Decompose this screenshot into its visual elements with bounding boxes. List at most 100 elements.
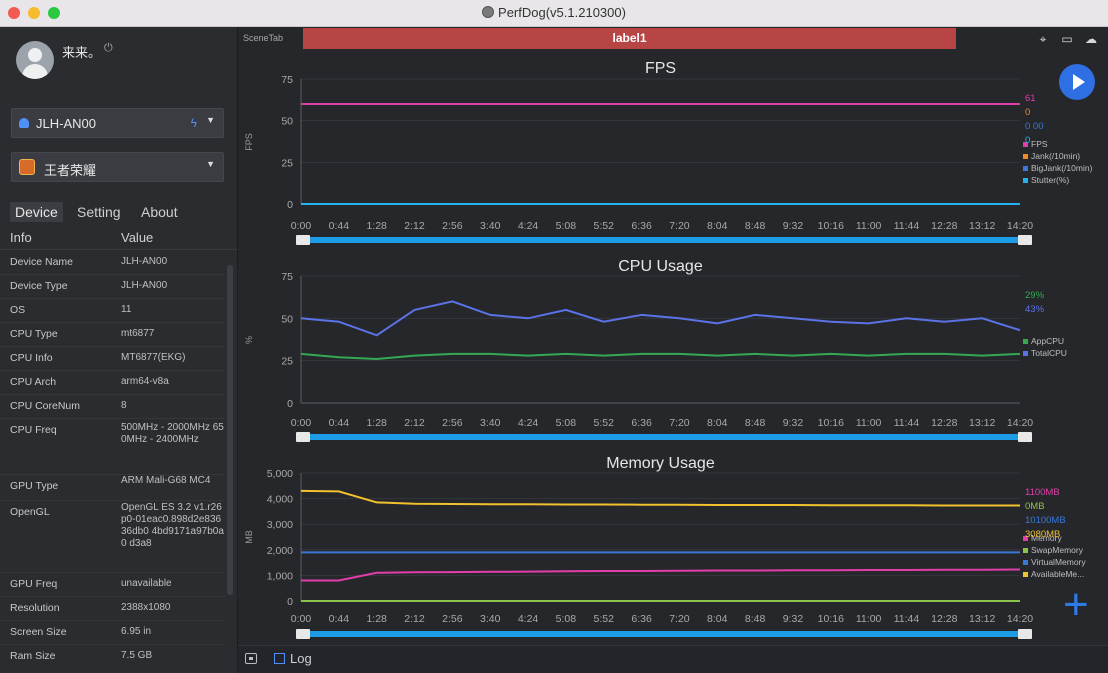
cpu-usage-legend-swatch [1023, 339, 1028, 344]
row-value: unavailable [121, 578, 172, 589]
fps-x-tick-label: 13:12 [969, 220, 995, 232]
cpu-usage-series-line [300, 352, 1021, 361]
row-value: 6.95 in [121, 626, 152, 637]
minimize-window-button[interactable] [28, 7, 40, 19]
memory-usage-y-tick-label: 3,000 [267, 519, 293, 531]
sidebar: 来来。 ⏻ JLH-AN00 ϟ ▼ 王者荣耀 ▼ Device Setting… [0, 27, 238, 672]
row-value: JLH-AN00 [121, 256, 168, 267]
fps-x-tick-label: 11:00 [856, 220, 882, 232]
fps-x-tick-label: 8:04 [707, 220, 728, 232]
fps-y-tick-label: 25 [281, 157, 293, 169]
android-icon [19, 118, 29, 128]
tab-device[interactable]: Device [10, 202, 63, 222]
memory-usage-x-tick-label: 8:48 [745, 613, 766, 625]
memory-usage-x-tick-label: 11:44 [894, 613, 920, 625]
folder-icon[interactable]: ▭ [1061, 32, 1073, 46]
fps-x-tick-label: 10:16 [818, 220, 844, 232]
memory-usage-x-tick-label: 2:56 [442, 613, 463, 625]
cpu-usage-time-slider [296, 434, 1024, 440]
cpu-usage-x-tick-label: 6:36 [631, 417, 652, 429]
fps-x-tick-label: 2:56 [442, 220, 463, 232]
fps-legend-label: Stutter(%) [1031, 175, 1069, 185]
row-key: CPU Arch [10, 376, 57, 388]
memory-usage-x-tick-label: 5:08 [556, 613, 577, 625]
add-chart-icon[interactable]: + [1063, 580, 1089, 629]
logout-power-icon[interactable]: ⏻ [104, 42, 113, 54]
row-key: Device Name [10, 256, 74, 268]
table-row: Screen Size 6.95 in [0, 620, 225, 645]
row-key: Resolution [10, 602, 60, 614]
tab-setting[interactable]: Setting [77, 204, 121, 220]
memory-usage-legend-swatch [1023, 548, 1028, 553]
row-value: MT6877(EKG) [121, 352, 186, 363]
memory-usage-x-tick-label: 9:32 [783, 613, 804, 625]
memory-usage-legend-label: AvailableMe... [1031, 569, 1084, 579]
log-checkbox[interactable] [274, 653, 285, 664]
close-window-button[interactable] [8, 7, 20, 19]
maximize-window-button[interactable] [48, 7, 60, 19]
row-key: CPU Freq [10, 424, 57, 436]
avatar[interactable] [16, 41, 54, 79]
row-value: mt6877 [121, 328, 155, 339]
row-key: GPU Type [10, 480, 59, 492]
fps-x-tick-label: 6:36 [631, 220, 652, 232]
memory-usage-y-tick-label: 4,000 [267, 494, 293, 506]
memory-usage-chart-title: Memory Usage [606, 455, 715, 472]
memory-usage-x-tick-label: 1:28 [366, 613, 387, 625]
scene-tab[interactable]: SceneTab [243, 33, 284, 43]
window-titlebar: PerfDog(v5.1.210300) [0, 0, 1108, 27]
fps-y-tick-label: 50 [281, 116, 293, 128]
device-select[interactable]: JLH-AN00 ϟ ▼ [11, 108, 224, 138]
console-icon[interactable] [245, 653, 257, 664]
tab-about[interactable]: About [141, 204, 178, 220]
row-value: 8 [121, 400, 127, 411]
memory-usage-series-line [300, 489, 1020, 507]
info-table-header: Info Value [0, 227, 237, 250]
fps-slider-handle-right [1018, 235, 1032, 245]
window-title-text: PerfDog(v5.1.210300) [498, 5, 626, 20]
fps-legend-label: Jank(/10min) [1031, 151, 1080, 161]
fps-y-tick-label: 0 [287, 199, 293, 211]
memory-usage-x-tick-label: 13:12 [969, 613, 995, 625]
memory-usage-series-line [301, 568, 1021, 582]
memory-usage-legend-swatch [1023, 536, 1028, 541]
cpu-usage-x-tick-label: 11:00 [856, 417, 882, 429]
scene-label-bar[interactable]: label1 [303, 28, 956, 49]
sidebar-scrollbar[interactable] [227, 265, 233, 595]
chevron-down-icon: ▼ [206, 115, 215, 125]
app-logo-icon [482, 6, 495, 18]
row-key: OpenGL [10, 506, 50, 518]
memory-usage-x-tick-label: 0:44 [329, 613, 350, 625]
fps-y-axis-label: FPS [244, 133, 254, 151]
memory-usage-y-tick-label: 1,000 [267, 570, 293, 582]
row-value: 11 [121, 304, 132, 315]
cpu-usage-x-tick-label: 12:28 [931, 417, 957, 429]
fps-y-tick-label: 75 [281, 74, 293, 86]
scene-label: label1 [612, 31, 647, 45]
main-panel: SceneTab label1 ⌖ ▭ ☁ FPS FPS 75 50 25 0 0:00 0… [238, 27, 1108, 673]
row-key: GPU Freq [10, 578, 58, 590]
username: 来来。 [62, 45, 102, 60]
table-row: CPU Arch arm64-v8a [0, 370, 225, 395]
play-button[interactable] [1059, 64, 1095, 100]
memory-usage-x-tick-label: 6:36 [631, 613, 652, 625]
info-column-header: Info [10, 230, 32, 245]
cpu-usage-legend-label: AppCPU [1031, 336, 1064, 346]
memory-usage-current-value: 10100MB [1025, 515, 1066, 526]
memory-usage-legend-swatch [1023, 560, 1028, 565]
memory-usage-y-tick-label: 5,000 [267, 468, 293, 480]
fps-x-tick-label: 5:52 [594, 220, 615, 232]
location-icon[interactable]: ⌖ [1039, 32, 1047, 46]
cloud-icon[interactable]: ☁ [1085, 32, 1097, 46]
memory-usage-slider-handle-left [296, 629, 310, 639]
charts-area: FPS FPS 75 50 25 0 0:00 0:44 1:28 2:12 2:56 3:40 4:2… [244, 60, 1093, 639]
row-key: Ram Size [10, 650, 56, 662]
app-select[interactable]: 王者荣耀 ▼ [11, 152, 224, 182]
memory-usage-current-value: 0MB [1025, 501, 1045, 512]
fps-x-tick-label: 9:32 [783, 220, 804, 232]
memory-usage-x-tick-label: 7:20 [669, 613, 690, 625]
cpu-usage-x-tick-label: 10:16 [818, 417, 844, 429]
table-row: OpenGL OpenGL ES 3.2 v1.r26p0-01eac0.898d… [0, 500, 225, 573]
cpu-usage-slider-handle-right [1018, 432, 1032, 442]
cpu-usage-x-tick-label: 5:08 [556, 417, 577, 429]
